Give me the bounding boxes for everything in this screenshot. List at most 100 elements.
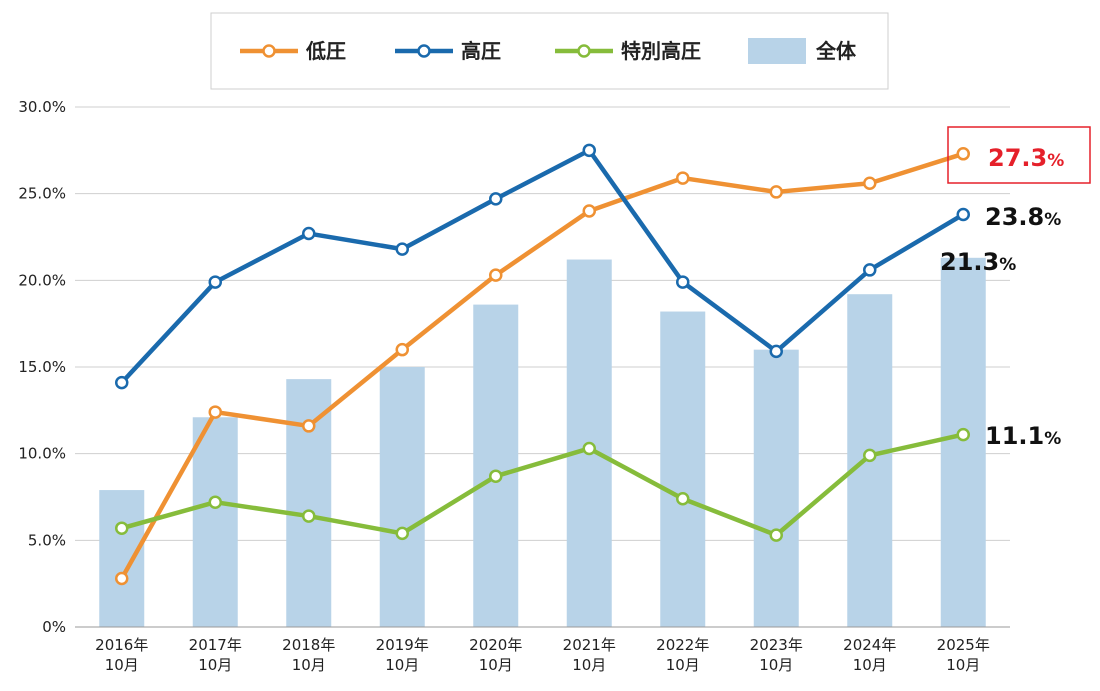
line-series-特別高圧	[115, 427, 970, 542]
data-point	[582, 143, 596, 158]
data-point	[676, 171, 690, 185]
legend-item: 低圧	[240, 39, 346, 63]
end-label-value: 23.8	[985, 203, 1044, 231]
x-tick-label: 10月	[385, 656, 419, 674]
end-label: 27.3%	[947, 126, 1091, 184]
data-point	[489, 268, 503, 282]
bar	[192, 417, 238, 627]
legend-label: 高圧	[461, 39, 501, 63]
data-point	[395, 342, 409, 357]
bar	[473, 304, 519, 627]
legend-marker	[577, 44, 591, 58]
data-point	[863, 448, 877, 463]
x-tick-label: 2019年	[376, 636, 429, 654]
data-point	[676, 491, 690, 506]
data-point	[115, 521, 129, 535]
x-tick-label: 2024年	[843, 636, 896, 654]
x-tick-label: 2025年	[937, 636, 990, 654]
legend-item: 全体	[748, 38, 857, 64]
data-point	[956, 147, 970, 161]
data-point	[956, 427, 970, 442]
y-tick-label: 20.0%	[18, 271, 66, 289]
x-tick-label: 10月	[572, 656, 606, 674]
x-tick-label: 2017年	[189, 636, 242, 654]
legend-item: 特別高圧	[555, 39, 701, 63]
line-series-低圧	[115, 147, 970, 586]
end-label-value: 11.1	[985, 422, 1044, 450]
data-point	[582, 441, 596, 456]
data-point	[302, 509, 316, 523]
end-label: 23.8%	[985, 203, 1061, 231]
data-point	[956, 207, 970, 222]
data-point	[395, 526, 409, 541]
series-line	[119, 151, 966, 581]
data-point	[769, 185, 783, 199]
legend-item: 高圧	[395, 39, 501, 63]
legend-marker	[417, 44, 431, 58]
data-point	[489, 469, 503, 483]
data-point	[395, 242, 409, 256]
x-tick-label: 10月	[666, 656, 700, 674]
data-point	[769, 344, 783, 359]
end-label-unit: %	[1047, 151, 1064, 171]
x-tick-label: 10月	[105, 656, 139, 674]
data-point	[769, 528, 783, 542]
legend-label: 低圧	[305, 39, 346, 63]
legend: 低圧 高圧 特別高圧 全体	[210, 12, 889, 90]
end-label-text: 23.8%	[985, 203, 1061, 231]
legend-label: 全体	[815, 39, 857, 63]
bar	[660, 311, 706, 627]
legend-label: 特別高圧	[621, 39, 701, 63]
legend-marker	[262, 44, 276, 58]
end-labels: 27.3%23.8%21.3%11.1%	[940, 126, 1091, 450]
data-point	[582, 204, 596, 218]
series-line	[119, 148, 966, 385]
data-point	[115, 375, 129, 390]
end-label: 11.1%	[985, 422, 1061, 450]
data-point	[208, 275, 222, 289]
data-point	[863, 176, 877, 191]
y-tick-label: 15.0%	[18, 358, 66, 376]
y-tick-label: 5.0%	[28, 531, 66, 549]
x-tick-label: 10月	[292, 656, 326, 674]
bar	[940, 257, 986, 627]
end-label-unit: %	[999, 255, 1016, 275]
data-point	[208, 405, 222, 419]
bar	[753, 349, 799, 627]
data-point	[863, 263, 877, 277]
end-label-unit: %	[1044, 429, 1061, 449]
highlight-box	[947, 126, 1091, 184]
bar	[286, 379, 332, 627]
data-point	[676, 275, 690, 289]
end-label-unit: %	[1044, 210, 1061, 230]
end-label: 21.3%	[940, 248, 1016, 276]
y-tick-label: 0%	[42, 618, 66, 636]
x-tick-label: 2022年	[656, 636, 709, 654]
data-point	[208, 495, 222, 509]
bar	[99, 490, 145, 627]
x-tick-label: 2021年	[563, 636, 616, 654]
end-label-text: 21.3%	[940, 248, 1016, 276]
data-point	[489, 192, 503, 206]
legend-bar-swatch	[748, 38, 806, 64]
y-tick-label: 30.0%	[18, 98, 66, 116]
end-label-value: 27.3	[988, 144, 1047, 172]
end-label-text: 27.3%	[988, 144, 1064, 172]
x-tick-label: 2016年	[95, 636, 148, 654]
line-series-高圧	[115, 143, 970, 390]
x-tick-label: 10月	[853, 656, 887, 674]
data-point	[302, 226, 316, 241]
x-tick-label: 10月	[759, 656, 793, 674]
x-tick-label: 2023年	[750, 636, 803, 654]
line-series-group	[115, 143, 970, 586]
data-point	[302, 419, 316, 433]
x-tick-label: 2020年	[469, 636, 522, 654]
x-tick-label: 2018年	[282, 636, 335, 654]
end-label-value: 21.3	[940, 248, 999, 276]
series-line	[119, 432, 966, 538]
x-tick-label: 10月	[198, 656, 232, 674]
end-label-text: 11.1%	[985, 422, 1061, 450]
x-tick-label: 10月	[946, 656, 980, 674]
